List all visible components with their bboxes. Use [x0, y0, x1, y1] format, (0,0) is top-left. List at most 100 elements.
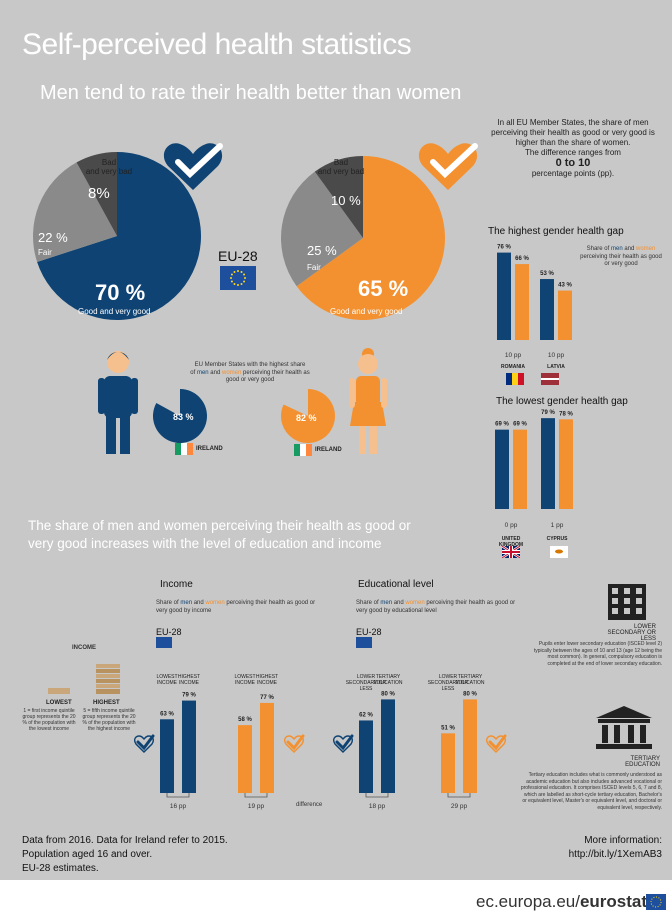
- pie-ireland-women: [281, 389, 335, 443]
- country-label: ROMANIA: [501, 364, 525, 370]
- more-info-label: More information:: [584, 835, 662, 846]
- ireland-flag-icon: [175, 443, 193, 455]
- gap-bracket: [244, 793, 268, 798]
- income-eu-label: EU-28: [156, 627, 182, 637]
- chart-bar: [441, 733, 455, 793]
- bar-value-label: 78 %: [559, 411, 573, 417]
- women-fair-caption: Fair: [307, 263, 321, 272]
- chart-bar: [540, 279, 554, 340]
- bar-value-label: 58 %: [238, 717, 252, 723]
- country-label: KINGDOM: [499, 542, 523, 548]
- education-legend-women: women: [405, 600, 425, 606]
- gap-label: 10 pp: [548, 352, 565, 359]
- eu-star: [233, 270, 236, 273]
- pie-slice-share: [153, 389, 207, 443]
- gap-label: 10 pp: [505, 352, 522, 359]
- ireland-men-value: 83 %: [173, 412, 194, 422]
- bar-value-label: 79 %: [541, 410, 555, 416]
- heart-icon: [133, 735, 155, 754]
- man-figure-icon: [98, 351, 138, 454]
- tertiary-desc: Tertiary education includes what is comm…: [520, 772, 662, 811]
- column-label: LESS: [442, 686, 455, 692]
- heart-icon: [485, 735, 507, 754]
- ireland-label-men: IRELAND: [196, 446, 223, 452]
- income-legend-women: women: [205, 600, 225, 606]
- eurostat-brand: ec.europa.eu/eurostat: [476, 892, 647, 912]
- uk-flag-icon: [502, 546, 520, 558]
- column-label: HIGHEST: [256, 674, 278, 680]
- gap-label: 0 pp: [505, 522, 518, 529]
- chart-bar: [558, 290, 572, 340]
- more-info-link[interactable]: http://bit.ly/1XemAB3: [568, 849, 662, 860]
- footer-bar: [0, 880, 672, 924]
- gap-bracket: [166, 793, 190, 798]
- eu-star: [237, 284, 239, 286]
- column-label: TERTIARY: [376, 674, 401, 680]
- chart-bar: [515, 264, 529, 340]
- coin-stacks-icon: [48, 664, 120, 694]
- eu-star: [244, 277, 246, 279]
- bar-value-label: 69 %: [513, 422, 527, 428]
- chart-bar: [559, 419, 573, 509]
- column-label: TERTIARY: [458, 674, 483, 680]
- tertiary-icon-title: TERTIARY EDUCATION: [625, 756, 660, 768]
- bar-value-label: 53 %: [540, 271, 554, 277]
- check-icon: [286, 734, 305, 751]
- pie-slice-good: [296, 156, 445, 320]
- pie-ireland-men: [153, 389, 207, 443]
- gap-label: 1 pp: [551, 522, 564, 529]
- chart-bar: [541, 418, 555, 509]
- income-lowest-title: LOWEST: [46, 700, 72, 706]
- intro-line1: In all EU Member States, the share of me…: [491, 118, 655, 147]
- education-legend-a: Share of: [356, 600, 379, 606]
- education-legend-men: men: [380, 600, 393, 606]
- pie-men: [33, 152, 201, 320]
- chart-bar: [359, 720, 373, 793]
- men-heart-check-icon: [163, 143, 223, 190]
- page-title: Self-perceived health statistics: [22, 28, 412, 61]
- bar-value-label: 69 %: [495, 422, 509, 428]
- intro-text: In all EU Member States, the share of me…: [488, 118, 658, 179]
- income-side-title: INCOME: [72, 645, 96, 651]
- income-highest-title: HIGHEST: [93, 700, 120, 706]
- column-label: EDUCATION: [373, 680, 402, 686]
- intro-line3: percentage points (pp).: [531, 169, 615, 178]
- ireland-caption: EU Member States with the highest share …: [190, 362, 310, 385]
- eu-star: [233, 283, 236, 286]
- column-label: LESS: [360, 686, 373, 692]
- lower-secondary-icon-title: LOWER SECONDARY OR LESS: [607, 624, 656, 642]
- chart-bar: [463, 699, 477, 793]
- footer-note-3: EU-28 estimates.: [22, 863, 99, 874]
- income-legend-a: Share of: [156, 600, 179, 606]
- men-good-caption: Good and very good: [78, 307, 151, 316]
- bar-value-label: 76 %: [497, 245, 511, 251]
- chart-bar: [238, 725, 252, 793]
- column-label: LOWEST: [234, 674, 255, 680]
- eu-flag-icon: [220, 266, 256, 290]
- eu-star: [237, 270, 239, 272]
- ireland-women-value: 82 %: [296, 413, 317, 423]
- gap-legend-prefix: Share of: [586, 246, 610, 252]
- footer-notes: Data from 2016. Data for Ireland refer t…: [22, 834, 228, 876]
- gap-label: 29 pp: [451, 803, 468, 810]
- column-label: INCOME: [257, 680, 278, 686]
- education-legend-and: and: [393, 600, 404, 606]
- women-good-value: 65 %: [358, 276, 409, 301]
- bar-value-label: 63 %: [160, 711, 174, 717]
- eu-star: [230, 277, 232, 279]
- chart-bar: [160, 719, 174, 793]
- chart-bar: [381, 699, 395, 793]
- ireland-caption-and: and: [210, 369, 221, 376]
- pie-slice-share: [281, 389, 335, 443]
- section2-title: The share of men and women perceiving th…: [28, 518, 411, 551]
- column-label: SECONDARY OR: [346, 680, 387, 686]
- check-icon: [136, 734, 155, 751]
- bar-value-label: 51 %: [441, 725, 455, 731]
- column-label: HIGHEST: [178, 674, 200, 680]
- gap-bracket: [447, 793, 471, 798]
- brand-eurostat: eurostat: [579, 892, 648, 911]
- eu-flag-icon: [156, 637, 172, 648]
- ireland-caption-b: perceiving their health as good or very …: [225, 369, 310, 384]
- income-lowest-desc: 1 = first income quintile group represen…: [22, 708, 76, 732]
